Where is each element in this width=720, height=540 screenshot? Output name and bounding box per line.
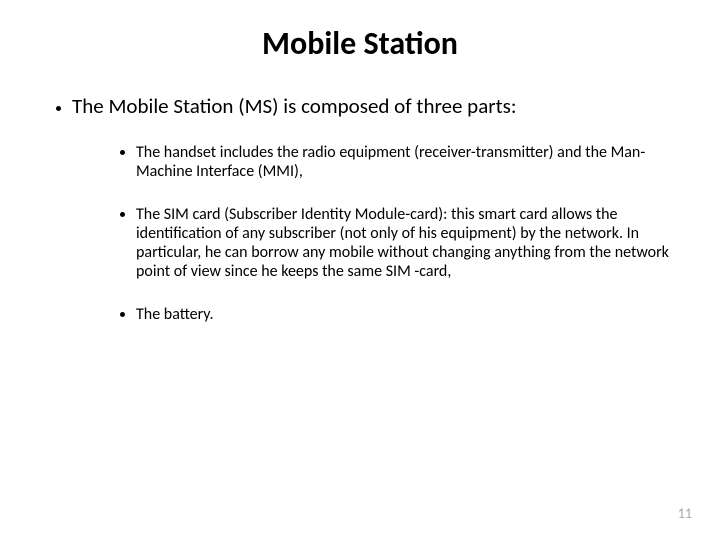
list-item: The battery. [136, 305, 672, 324]
list-item: The SIM card (Subscriber Identity Module… [136, 205, 672, 281]
slide: Mobile Station The Mobile Station (MS) i… [0, 0, 720, 540]
level2-list: The handset includes the radio equipment… [72, 143, 672, 324]
page-number: 11 [678, 505, 692, 522]
level1-list: The Mobile Station (MS) is composed of t… [48, 93, 672, 324]
slide-title: Mobile Station [48, 24, 672, 63]
intro-text: The Mobile Station (MS) is composed of t… [72, 93, 516, 119]
intro-item: The Mobile Station (MS) is composed of t… [72, 93, 672, 324]
list-item: The handset includes the radio equipment… [136, 143, 672, 181]
